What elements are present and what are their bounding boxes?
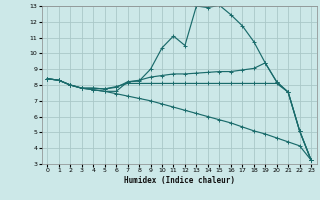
X-axis label: Humidex (Indice chaleur): Humidex (Indice chaleur) [124,176,235,185]
